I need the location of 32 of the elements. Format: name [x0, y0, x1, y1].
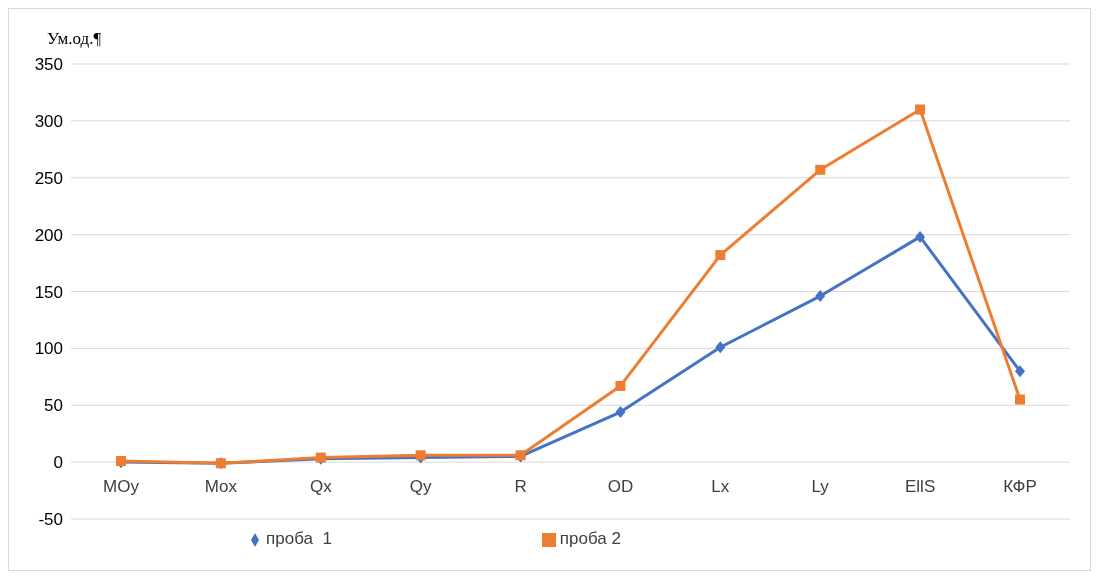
- x-tick-label: Qy: [409, 477, 433, 497]
- x-tick-label: OD: [607, 477, 634, 497]
- point: [1015, 365, 1025, 378]
- point: [815, 164, 826, 175]
- point: [915, 230, 926, 243]
- x-tick-label: Lx: [711, 477, 730, 497]
- legend-label: проба 2: [559, 529, 621, 548]
- y-tick-label: 350: [34, 55, 63, 75]
- y-axis-title: Ум.од.¶: [47, 29, 102, 49]
- point: [915, 104, 926, 115]
- point: [815, 290, 826, 303]
- y-tick-label: 0: [53, 453, 63, 473]
- legend-label: проба 1: [266, 529, 332, 548]
- x-tick-label: EllS: [904, 477, 936, 497]
- y-tick-label: 150: [34, 282, 63, 302]
- point: [615, 380, 626, 391]
- x-tick-label: КФР: [1003, 477, 1037, 497]
- y-tick-label: 200: [34, 225, 63, 245]
- x-tick-label: R: [514, 477, 527, 497]
- y-tick-label: -50: [38, 510, 63, 530]
- x-tick-label: Ly: [811, 477, 830, 497]
- point: [715, 341, 726, 354]
- y-tick-label: 250: [34, 168, 63, 188]
- point: [1015, 394, 1025, 405]
- x-tick-label: MOy: [103, 477, 140, 497]
- x-tick-label: Qx: [309, 477, 333, 497]
- y-tick-label: 300: [34, 111, 63, 131]
- y-tick-label: 100: [34, 339, 63, 359]
- point: [715, 250, 726, 261]
- point: [615, 406, 626, 419]
- y-tick-label: 50: [44, 396, 63, 416]
- x-tick-label: Mox: [204, 477, 238, 497]
